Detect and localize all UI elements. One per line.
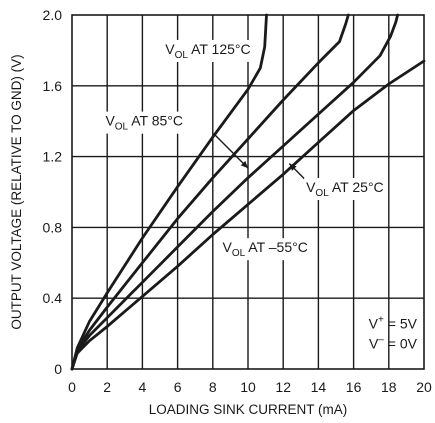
x-tick-label-14: 14 — [311, 379, 327, 395]
series-label-bg — [103, 111, 186, 134]
label-arrowhead-25°C — [289, 163, 297, 171]
x-tick-label-8: 8 — [209, 379, 217, 395]
x-tick-label-18: 18 — [381, 379, 397, 395]
x-tick-label-2: 2 — [103, 379, 111, 395]
label-arrowhead-85°C — [240, 160, 248, 169]
grid — [72, 15, 424, 369]
series-label-25°C: VOL AT 25°C — [306, 179, 384, 199]
y-tick-label-1.6: 1.6 — [43, 78, 63, 94]
y-tick-label-1.2: 1.2 — [43, 149, 63, 165]
series-label-bg — [220, 238, 310, 261]
tick-labels: 0 2 4 6 8 10 12 14 16 18 20 0 0.4 0.8 1.2 1.6 2.0 — [43, 7, 432, 395]
x-tick-label-0: 0 — [68, 379, 76, 395]
y-tick-label-0.4: 0.4 — [43, 290, 63, 306]
annotation-supply-pos: V+ = 5V — [369, 314, 418, 331]
annotation-supply-neg: V– = 0V — [369, 335, 418, 352]
y-tick-label-0.8: 0.8 — [43, 219, 63, 235]
series-label-bg — [304, 178, 386, 200]
label-arrows — [213, 133, 306, 181]
y-axis-title: OUTPUT VOLTAGE (RELATIVE TO GND) (V) — [9, 54, 24, 329]
x-axis-title: LOADING SINK CURRENT (mA) — [149, 402, 348, 417]
x-tick-label-20: 20 — [416, 379, 432, 395]
x-tick-label-10: 10 — [240, 379, 256, 395]
series-line-85°C — [70, 13, 350, 371]
series-line-125°C — [70, 13, 268, 371]
y-tick-label-0: 0 — [54, 361, 62, 377]
x-tick-label-4: 4 — [139, 379, 147, 395]
x-tick-label-6: 6 — [174, 379, 182, 395]
label-arrow-85°C — [213, 133, 249, 169]
curve-labels: VOL AT 125°C VOL AT 85°C VOL AT 25°C VOL AT… — [103, 39, 418, 352]
x-tick-label-12: 12 — [275, 379, 291, 395]
y-tick-label-2.0: 2.0 — [43, 7, 63, 23]
plot-frame — [71, 14, 425, 370]
series-label-85°C: VOL AT 85°C — [105, 113, 183, 133]
curves — [70, 13, 426, 371]
series-label-bg — [163, 39, 253, 62]
x-tick-label-16: 16 — [346, 379, 362, 395]
series-line-25°C — [70, 13, 399, 371]
series-line--55°C — [70, 59, 426, 371]
series-label-125°C: VOL AT 125°C — [165, 41, 250, 61]
series-label--55°C: VOL AT –55°C — [222, 239, 307, 259]
